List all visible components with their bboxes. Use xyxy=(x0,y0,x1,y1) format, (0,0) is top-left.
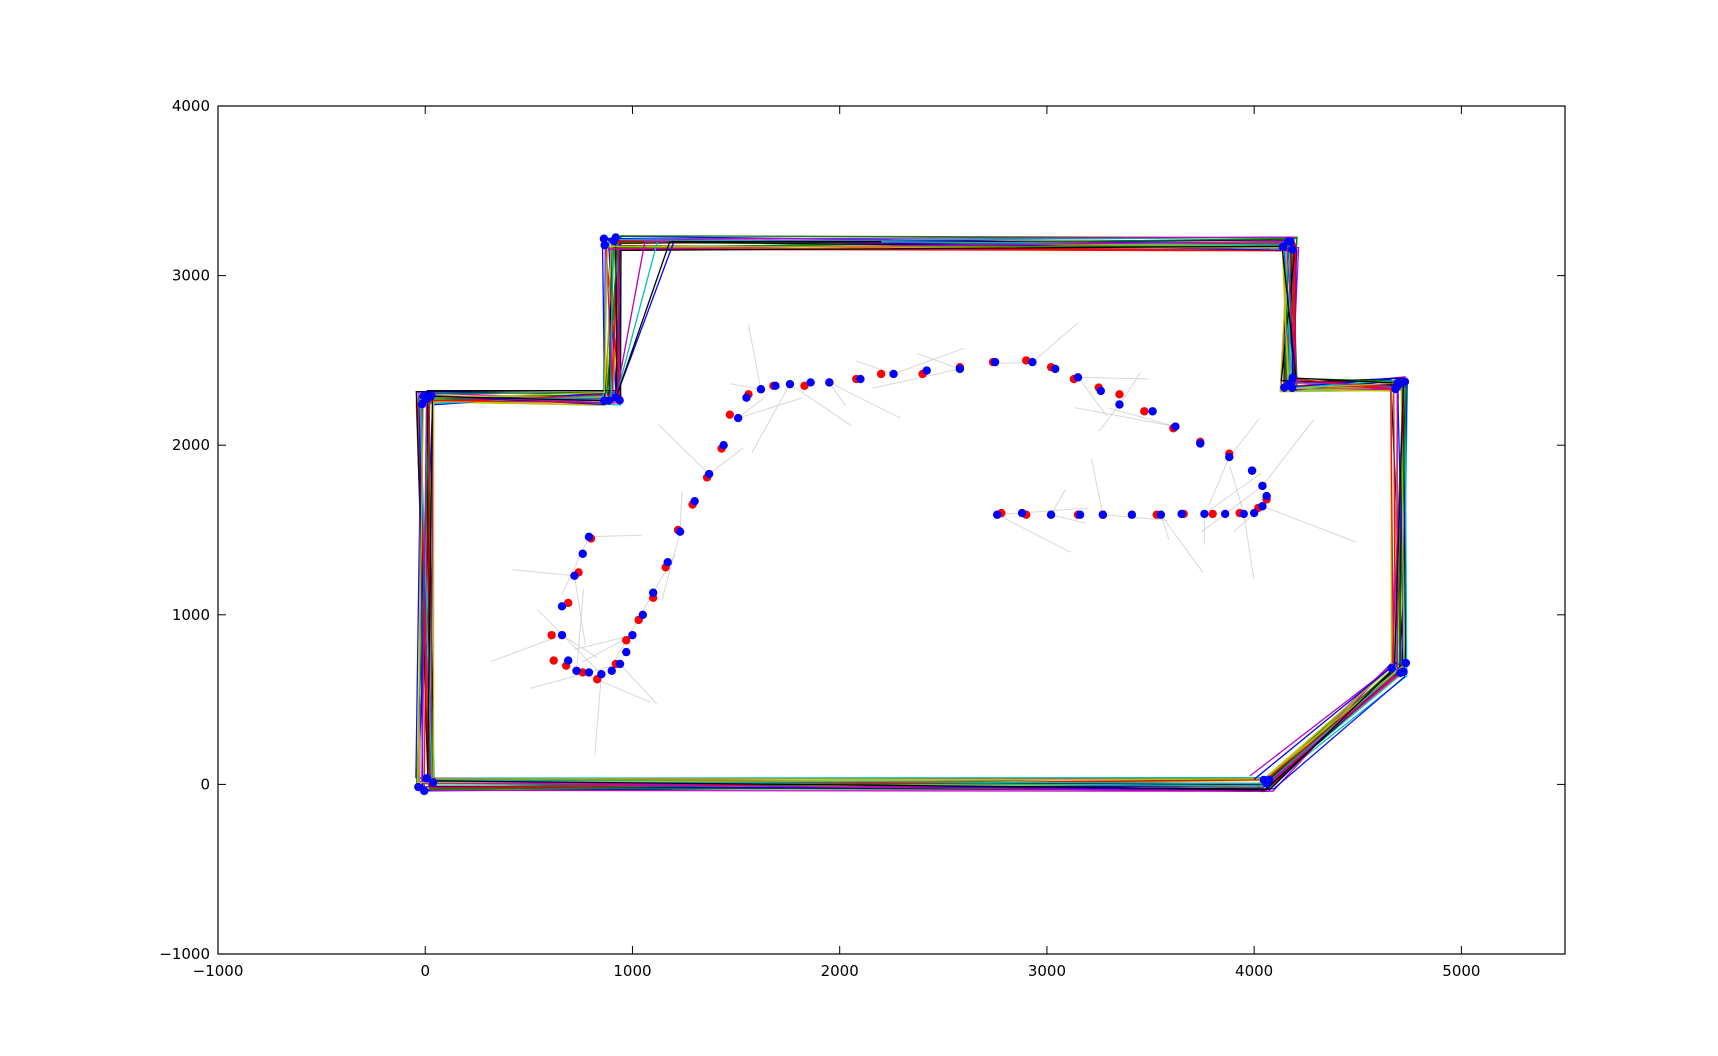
data-point-blue xyxy=(558,602,566,610)
x-tick-label: −1000 xyxy=(193,962,244,980)
corner-marker xyxy=(414,783,422,791)
data-point-blue xyxy=(825,378,833,386)
y-tick-label: 4000 xyxy=(172,97,210,115)
data-point-blue xyxy=(616,660,624,668)
x-tick-label: 0 xyxy=(420,962,430,980)
data-point-blue xyxy=(649,589,657,597)
data-point-blue xyxy=(1028,358,1036,366)
data-point-red xyxy=(1115,390,1123,398)
data-point-blue xyxy=(1258,502,1266,510)
data-point-blue xyxy=(1177,510,1185,518)
x-tick-label: 2000 xyxy=(821,962,859,980)
data-point-blue xyxy=(663,558,671,566)
data-point-blue xyxy=(923,366,931,374)
data-point-blue xyxy=(993,511,1001,519)
data-point-blue xyxy=(608,667,616,675)
corner-marker xyxy=(1262,777,1270,785)
data-point-blue xyxy=(1097,387,1105,395)
data-point-blue xyxy=(1221,510,1229,518)
data-point-blue xyxy=(1262,492,1270,500)
data-point-blue xyxy=(757,385,765,393)
x-tick-label: 3000 xyxy=(1028,962,1066,980)
data-point-blue xyxy=(1250,509,1258,517)
data-point-blue xyxy=(771,382,779,390)
corner-marker xyxy=(1388,664,1396,672)
data-point-blue xyxy=(705,470,713,478)
data-point-blue xyxy=(1171,422,1179,430)
data-point-red xyxy=(1140,407,1148,415)
data-point-blue xyxy=(597,670,605,678)
data-point-blue xyxy=(889,370,897,378)
y-tick-label: 2000 xyxy=(172,436,210,454)
data-point-blue xyxy=(1157,511,1165,519)
corner-marker xyxy=(1288,245,1296,253)
data-point-blue xyxy=(1148,407,1156,415)
data-point-blue xyxy=(734,414,742,422)
corner-marker xyxy=(612,233,620,241)
data-point-blue xyxy=(991,358,999,366)
data-point-blue xyxy=(1258,482,1266,490)
corner-marker xyxy=(1391,385,1399,393)
data-point-red xyxy=(726,410,734,418)
data-point-blue xyxy=(676,527,684,535)
data-point-blue xyxy=(1115,400,1123,408)
data-point-blue xyxy=(579,550,587,558)
data-point-blue xyxy=(1051,365,1059,373)
corner-marker xyxy=(1279,243,1287,251)
data-point-blue xyxy=(956,365,964,373)
data-point-blue xyxy=(786,380,794,388)
y-tick-label: 0 xyxy=(200,775,210,793)
corner-marker xyxy=(419,392,427,400)
data-point-red xyxy=(547,631,555,639)
corner-marker xyxy=(1288,384,1296,392)
data-point-blue xyxy=(1076,511,1084,519)
data-point-blue xyxy=(639,611,647,619)
data-point-red xyxy=(877,370,885,378)
data-point-blue xyxy=(585,533,593,541)
y-tick-label: −1000 xyxy=(159,945,210,963)
data-point-blue xyxy=(585,668,593,676)
data-point-blue xyxy=(1200,510,1208,518)
data-point-blue xyxy=(628,631,636,639)
x-tick-label: 4000 xyxy=(1235,962,1273,980)
data-point-blue xyxy=(1074,373,1082,381)
data-point-blue xyxy=(1225,453,1233,461)
x-tick-label: 1000 xyxy=(613,962,651,980)
corner-marker xyxy=(615,396,623,404)
data-point-blue xyxy=(719,441,727,449)
data-point-blue xyxy=(690,497,698,505)
data-point-blue xyxy=(1018,509,1026,517)
corner-marker xyxy=(600,235,608,243)
data-point-blue xyxy=(806,378,814,386)
data-point-blue xyxy=(742,394,750,402)
data-point-blue xyxy=(1240,510,1248,518)
data-point-blue xyxy=(622,648,630,656)
data-point-red xyxy=(550,656,558,664)
corner-marker xyxy=(429,778,437,786)
data-point-blue xyxy=(572,667,580,675)
corner-marker xyxy=(600,396,608,404)
corner-marker xyxy=(1402,659,1410,667)
data-point-blue xyxy=(558,631,566,639)
y-tick-label: 1000 xyxy=(172,606,210,624)
data-point-blue xyxy=(856,375,864,383)
corner-marker xyxy=(1399,667,1407,675)
data-point-blue xyxy=(1248,466,1256,474)
data-point-blue xyxy=(1128,511,1136,519)
data-point-blue xyxy=(570,572,578,580)
y-tick-label: 3000 xyxy=(172,267,210,285)
data-point-blue xyxy=(564,656,572,664)
data-point-red xyxy=(1209,510,1217,518)
data-point-blue xyxy=(1047,511,1055,519)
data-point-blue xyxy=(1099,511,1107,519)
data-point-blue xyxy=(1196,439,1204,447)
x-tick-label: 5000 xyxy=(1442,962,1480,980)
